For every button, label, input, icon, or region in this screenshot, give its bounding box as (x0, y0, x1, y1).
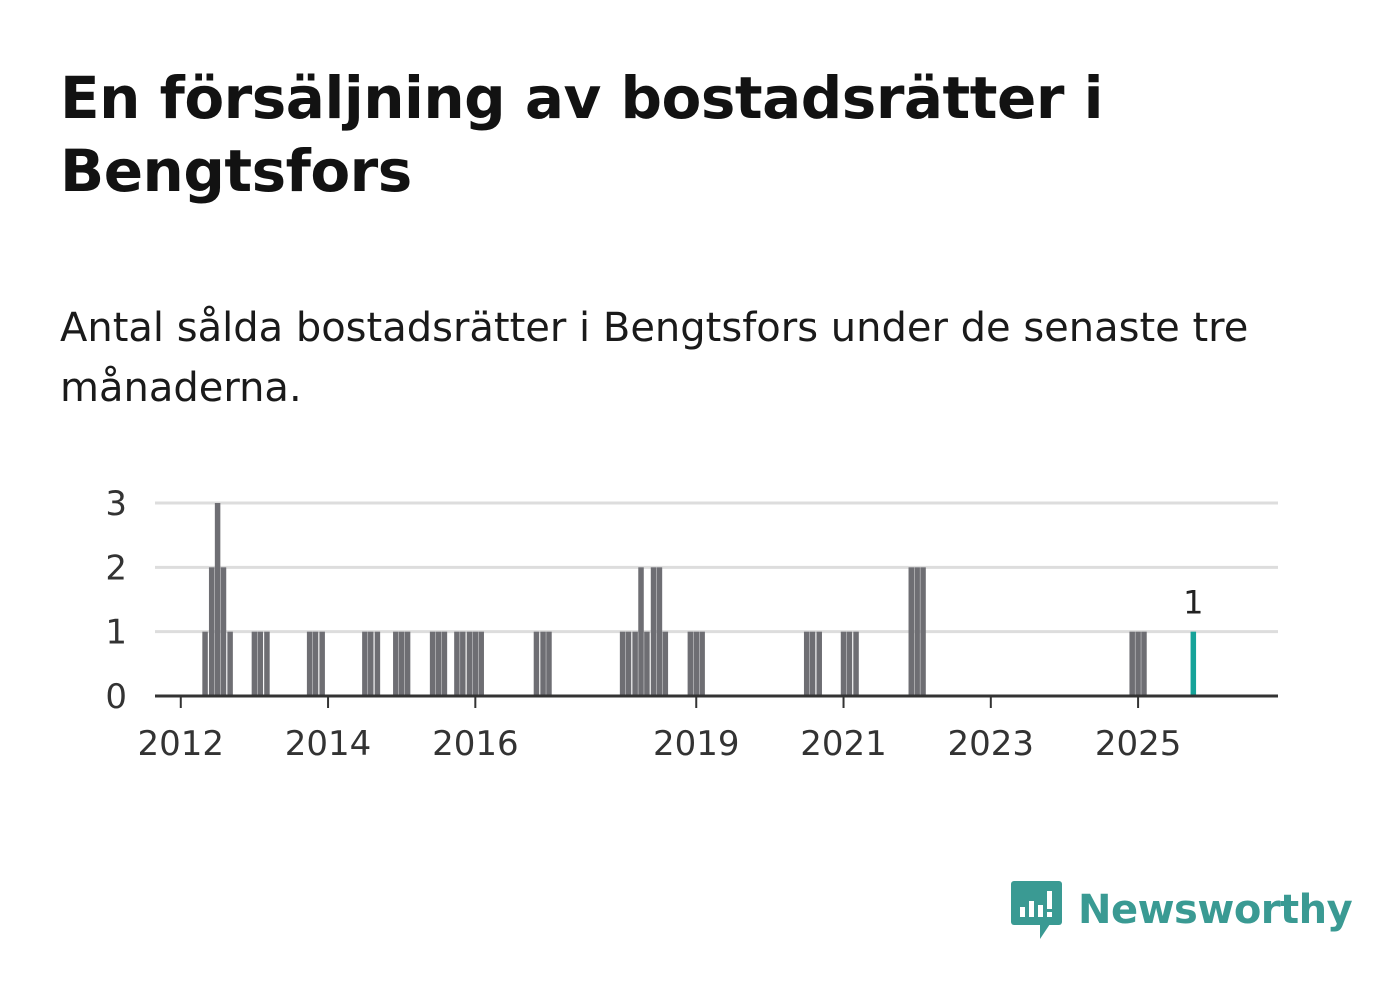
bar (638, 567, 644, 696)
data-labels: 1 (1183, 584, 1203, 622)
y-tick-label: 2 (105, 548, 127, 588)
bar (460, 631, 466, 696)
bar (208, 567, 215, 696)
x-tick-label: 2019 (653, 724, 740, 764)
bar (699, 631, 705, 696)
bar (533, 631, 540, 696)
bar (227, 631, 233, 696)
bar (908, 567, 915, 696)
bar (319, 631, 325, 696)
bar (362, 631, 368, 696)
bar (393, 631, 399, 696)
bar (1135, 631, 1141, 696)
bar (1129, 631, 1135, 696)
bar (202, 631, 208, 696)
bar (454, 631, 460, 696)
gridlines (155, 501, 1278, 634)
bar (404, 631, 411, 696)
x-tick-label: 2021 (800, 724, 887, 764)
y-tick-label: 1 (105, 613, 127, 653)
bars (202, 503, 1197, 696)
x-tick-label: 2025 (1095, 724, 1182, 764)
bar (264, 631, 270, 696)
bar (920, 567, 926, 696)
bar (650, 567, 657, 696)
bar (312, 631, 319, 696)
bar (429, 631, 436, 696)
bar (466, 631, 473, 696)
bar (214, 503, 221, 696)
bar (619, 631, 626, 696)
highlight-bar (1190, 631, 1197, 696)
bar (478, 631, 484, 696)
y-tick-label: 3 (105, 484, 127, 524)
newsworthy-logo-icon (1011, 881, 1062, 939)
bar (306, 631, 313, 696)
bar (374, 631, 381, 696)
x-tick-label: 2016 (432, 724, 519, 764)
brand-name: Newsworthy (1078, 887, 1353, 933)
bar (840, 631, 847, 696)
bar (693, 631, 699, 696)
bar (546, 631, 552, 696)
axes: 0 1 2 3 2012 2014 2016 2019 2021 2023 2025 (105, 484, 1278, 764)
newsworthy-logo: Newsworthy (1010, 878, 1353, 942)
y-tick-label: 0 (105, 677, 127, 717)
bar (656, 567, 663, 696)
bar (472, 631, 479, 696)
bar (846, 631, 853, 696)
bar (1141, 631, 1147, 696)
x-tick-label: 2023 (948, 724, 1035, 764)
bar (368, 631, 374, 696)
bar (251, 631, 258, 696)
bar (816, 631, 822, 696)
bar-chart: 0 1 2 3 2012 2014 2016 2019 2021 2023 2025 1 (105, 484, 1278, 764)
bar (441, 631, 448, 696)
bar (540, 631, 546, 696)
bar (853, 631, 859, 696)
bar (625, 631, 632, 696)
bar (220, 567, 227, 696)
bar (632, 631, 638, 696)
x-tick-label: 2014 (285, 724, 372, 764)
bar (435, 631, 442, 696)
bar (398, 631, 405, 696)
chart-title: En försäljning av bostadsrätter i Bengts… (60, 64, 1104, 205)
bar (257, 631, 264, 696)
bar (809, 631, 816, 696)
bar (644, 631, 650, 696)
bar (687, 631, 694, 696)
data-label: 1 (1183, 584, 1203, 622)
x-tick-label: 2012 (138, 724, 225, 764)
bar (803, 631, 810, 696)
chart-subtitle: Antal sålda bostadsrätter i Bengtsfors u… (60, 305, 1249, 411)
bar (662, 631, 669, 696)
bar (914, 567, 920, 696)
